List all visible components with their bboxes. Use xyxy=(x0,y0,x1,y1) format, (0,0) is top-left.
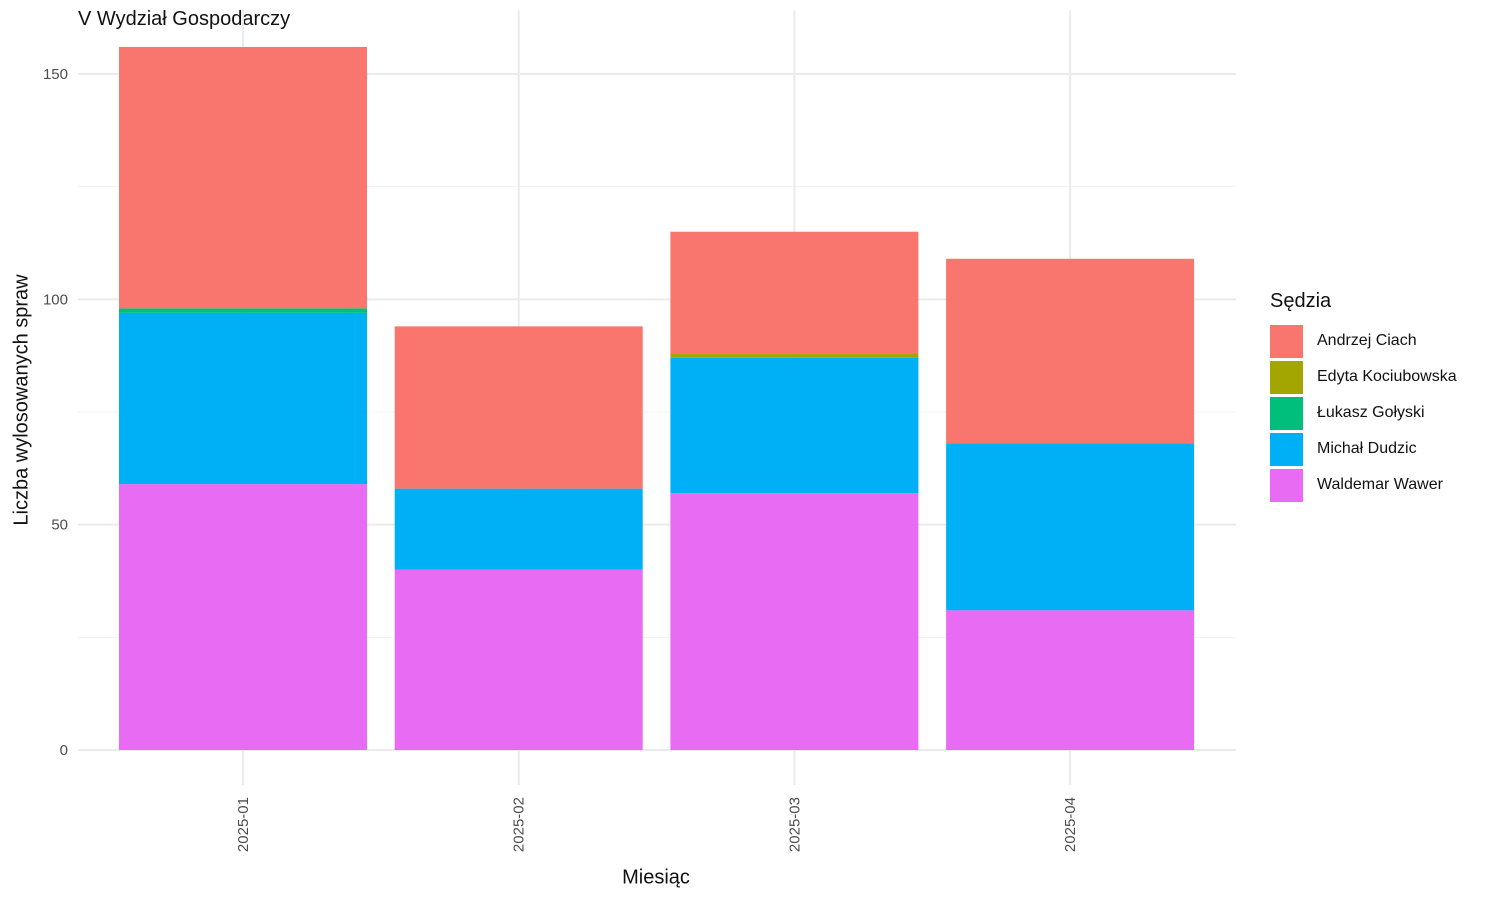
x-tick-label: 2025-01 xyxy=(235,797,252,852)
bar-segment xyxy=(119,46,367,309)
legend-swatch xyxy=(1270,324,1303,358)
legend-swatch xyxy=(1270,396,1303,430)
legend: Sędzia Andrzej Ciach Edyta Kociubowska Łuk… xyxy=(1270,290,1457,503)
legend-swatch xyxy=(1270,468,1303,502)
y-tick-label: 50 xyxy=(51,517,68,534)
bar-segment xyxy=(394,326,643,489)
legend-item: Andrzej Ciach xyxy=(1270,323,1457,359)
legend-items: Andrzej Ciach Edyta Kociubowska Łukasz Goł… xyxy=(1270,323,1457,503)
bar-segment xyxy=(946,610,1195,750)
bar-segment xyxy=(394,569,643,750)
bar-segment xyxy=(119,484,367,750)
bar-segment xyxy=(670,357,919,494)
bar-segment xyxy=(670,231,919,354)
legend-label: Edyta Kociubowska xyxy=(1317,368,1457,385)
legend-item: Waldemar Wawer xyxy=(1270,467,1457,503)
y-tick-label: 100 xyxy=(43,291,68,308)
legend-title: Sędzia xyxy=(1270,290,1332,312)
legend-label: Andrzej Ciach xyxy=(1317,332,1417,349)
x-tick-label: 2025-04 xyxy=(1062,797,1079,852)
legend-label: Waldemar Wawer xyxy=(1317,476,1443,493)
x-tick-label: 2025-02 xyxy=(511,797,528,852)
ticks: 0 50 100 150 2025-01 2025-02 2025-03 2025-04 xyxy=(43,66,1079,852)
bar-segment xyxy=(946,443,1195,611)
y-tick-label: 150 xyxy=(43,66,68,83)
legend-swatch xyxy=(1270,432,1303,466)
legend-item: Michał Dudzic xyxy=(1270,431,1457,467)
chart-title: V Wydział Gospodarczy xyxy=(78,8,291,30)
bar-segment xyxy=(119,312,367,485)
bar-segment xyxy=(670,353,919,358)
legend-item: Łukasz Gołyski xyxy=(1270,395,1457,431)
x-axis-label: Miesiąc xyxy=(622,866,690,889)
bar-segment xyxy=(946,258,1195,444)
legend-item: Edyta Kociubowska xyxy=(1270,359,1457,395)
bar-segment xyxy=(394,488,643,570)
bars xyxy=(119,46,1195,750)
x-tick-label: 2025-03 xyxy=(786,797,803,852)
legend-label: Łukasz Gołyski xyxy=(1317,404,1425,421)
bar-segment xyxy=(119,308,367,313)
y-tick-label: 0 xyxy=(60,742,68,759)
legend-swatch xyxy=(1270,360,1303,394)
legend-label: Michał Dudzic xyxy=(1317,440,1417,457)
bar-segment xyxy=(670,493,919,750)
